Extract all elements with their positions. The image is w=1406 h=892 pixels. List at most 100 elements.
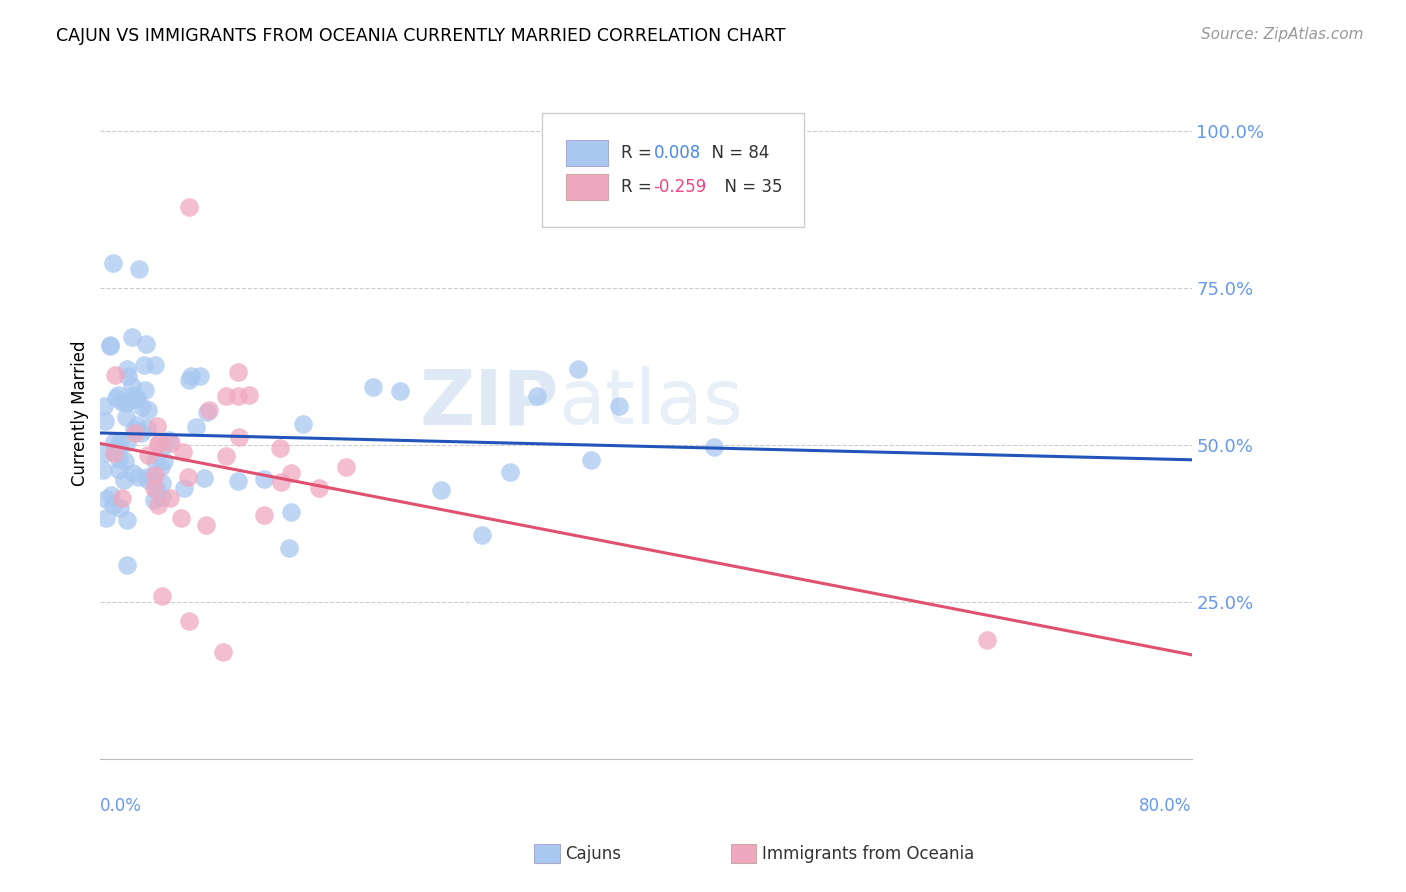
Point xyxy=(117,513,139,527)
Point xyxy=(226,474,249,488)
Point xyxy=(146,483,169,497)
Point xyxy=(135,336,157,351)
Point xyxy=(186,420,208,434)
Point xyxy=(180,369,202,384)
Point xyxy=(110,434,132,448)
Point xyxy=(172,445,194,459)
Point xyxy=(270,475,292,489)
Point xyxy=(107,452,129,467)
Point xyxy=(111,491,134,505)
Text: 0.0%: 0.0% xyxy=(100,797,142,814)
Point xyxy=(177,200,200,214)
Point xyxy=(607,400,630,414)
Point xyxy=(471,528,494,542)
Point xyxy=(226,389,249,403)
Point xyxy=(96,510,118,524)
Point xyxy=(105,391,128,405)
Point xyxy=(153,454,176,468)
Point xyxy=(111,395,134,409)
Point xyxy=(125,417,148,432)
FancyBboxPatch shape xyxy=(543,113,804,227)
Point xyxy=(100,487,122,501)
Point xyxy=(335,460,357,475)
Point xyxy=(98,338,121,352)
Point xyxy=(226,365,249,379)
Point xyxy=(159,435,181,450)
Text: R =: R = xyxy=(621,144,657,161)
FancyBboxPatch shape xyxy=(567,174,607,201)
Point xyxy=(110,500,132,515)
Point xyxy=(498,465,520,479)
Point xyxy=(280,466,302,480)
FancyBboxPatch shape xyxy=(567,140,607,166)
Point xyxy=(143,493,166,508)
Point xyxy=(121,379,143,393)
Text: CAJUN VS IMMIGRANTS FROM OCEANIA CURRENTLY MARRIED CORRELATION CHART: CAJUN VS IMMIGRANTS FROM OCEANIA CURRENT… xyxy=(56,27,786,45)
Point xyxy=(361,380,384,394)
Point xyxy=(115,434,138,449)
Text: 80.0%: 80.0% xyxy=(1139,797,1192,814)
Point xyxy=(214,389,236,403)
Point xyxy=(114,454,136,468)
Point xyxy=(117,369,139,384)
Point xyxy=(101,498,124,512)
Point xyxy=(145,454,167,468)
Text: 0.008: 0.008 xyxy=(654,144,700,161)
Text: Cajuns: Cajuns xyxy=(565,845,621,863)
Point xyxy=(115,396,138,410)
Point xyxy=(94,446,117,460)
Point xyxy=(96,491,118,506)
Point xyxy=(131,400,153,414)
Point xyxy=(143,468,166,483)
Point xyxy=(115,409,138,424)
Point xyxy=(136,449,159,463)
Point xyxy=(195,518,218,533)
Text: N = 35: N = 35 xyxy=(714,178,782,196)
Point xyxy=(703,441,725,455)
Point xyxy=(269,441,291,455)
Text: R =: R = xyxy=(621,178,657,196)
Point xyxy=(107,442,129,457)
Point xyxy=(117,558,139,572)
Point xyxy=(122,422,145,436)
Point xyxy=(150,490,173,504)
Point xyxy=(228,430,250,444)
Point xyxy=(91,463,114,477)
Point xyxy=(103,445,125,459)
Text: Source: ZipAtlas.com: Source: ZipAtlas.com xyxy=(1201,27,1364,42)
Point xyxy=(389,384,412,398)
Point xyxy=(581,452,603,467)
Y-axis label: Currently Married: Currently Married xyxy=(72,341,89,486)
Point xyxy=(103,446,125,460)
Point xyxy=(188,369,211,384)
Point xyxy=(308,481,330,495)
Point xyxy=(124,392,146,406)
Point xyxy=(177,614,200,628)
Point xyxy=(278,541,301,556)
Point xyxy=(115,394,138,409)
Point xyxy=(124,426,146,441)
Point xyxy=(146,437,169,451)
Text: Immigrants from Oceania: Immigrants from Oceania xyxy=(762,845,974,863)
Text: N = 84: N = 84 xyxy=(700,144,769,161)
Point xyxy=(94,414,117,428)
Point xyxy=(143,481,166,495)
Point xyxy=(976,632,998,647)
Point xyxy=(142,468,165,483)
Point xyxy=(138,402,160,417)
Point xyxy=(173,481,195,495)
Point xyxy=(157,433,180,447)
Point xyxy=(146,498,169,512)
Point xyxy=(150,475,173,490)
Point xyxy=(134,359,156,373)
Point xyxy=(177,373,200,387)
Point xyxy=(148,436,170,450)
Point xyxy=(145,418,167,433)
Point xyxy=(253,508,276,523)
Point xyxy=(430,483,453,497)
Point xyxy=(215,449,238,463)
Point xyxy=(136,421,159,435)
Point xyxy=(124,388,146,402)
Point xyxy=(150,589,173,603)
Point xyxy=(143,358,166,372)
